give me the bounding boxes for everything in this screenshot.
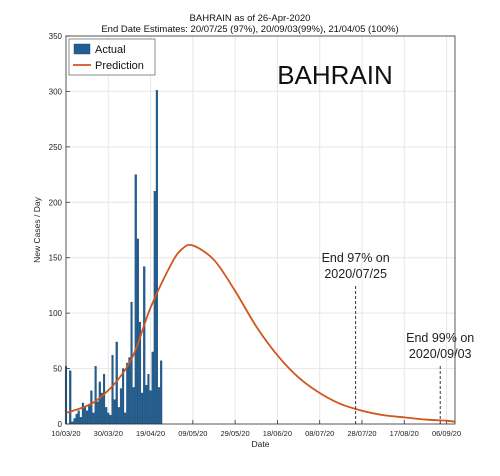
actual-bar [94,366,97,425]
actual-bar [124,412,127,425]
plot-frame [65,35,456,425]
y-tick-label: 0 [58,420,63,429]
actual-bar [88,403,91,425]
x-tick-label: 28/07/20 [347,429,376,438]
actual-bar [90,390,93,425]
actual-bar [109,414,112,425]
x-tick-label: 09/05/20 [178,429,207,438]
x-tick-label: 17/08/20 [390,429,419,438]
x-tick-label: 19/04/20 [136,429,165,438]
x-tick-label: 29/05/20 [221,429,250,438]
actual-bar [79,417,82,425]
actual-bar [134,174,137,425]
x-axis-label: Date [252,439,270,449]
actual-bar [143,266,146,425]
y-tick-label: 250 [49,143,63,152]
actual-bar [119,388,123,425]
legend-label-prediction: Prediction [95,60,144,72]
chart-subtitle: End Date Estimates: 20/07/25 (97%), 20/0… [101,24,399,35]
actual-bar [86,410,89,425]
actual-bar [149,390,152,425]
actual-bar [96,401,99,425]
legend-label-actual: Actual [95,44,126,56]
actual-bar [122,368,125,425]
actual-bar [145,385,148,425]
y-tick-label: 200 [49,198,63,207]
actual-bar [132,387,135,425]
actual-bar [105,407,108,425]
actual-bar [75,413,78,425]
actual-bar [83,407,87,425]
actual-bar [111,355,114,425]
legend-swatch-actual [73,43,91,55]
x-tick-label: 08/07/20 [305,429,334,438]
actual-bar [130,301,133,425]
actual-bar [92,412,95,425]
actual-bar [81,402,84,425]
plot-area [66,36,455,424]
chart-title: BAHRAIN as of 26-Apr-2020 [189,13,311,24]
actual-bar [77,410,80,425]
actual-bar [136,238,139,425]
y-tick-label: 300 [49,87,63,96]
x-tick-label: 06/09/20 [432,429,461,438]
annotation-line1: End 97% on [322,251,390,265]
actual-bar [153,191,156,425]
actual-bar [103,373,106,425]
actual-bar [147,373,150,425]
actual-bar [157,387,161,425]
annotation-line2: 2020/07/25 [324,267,387,281]
y-tick-label: 150 [49,254,63,263]
actual-bar [160,360,163,425]
y-tick-label: 50 [53,365,62,374]
actual-bar [117,407,120,425]
actual-bar [113,399,116,425]
country-label: BAHRAIN [277,60,393,90]
x-tick-label: 10/03/20 [51,429,80,438]
actual-bar [126,362,129,425]
actual-bar [107,412,110,425]
actual-bar [151,351,154,425]
actual-bar [98,381,101,425]
actual-bar [69,370,72,425]
annotation-line1: End 99% on [406,331,474,345]
actual-bar [155,90,158,425]
x-tick-label: 30/03/20 [94,429,123,438]
y-tick-label: 350 [49,32,63,41]
y-tick-label: 100 [49,309,63,318]
prediction-line [65,243,456,423]
y-axis-label: New Cases / Day [32,196,42,262]
actual-bar [141,392,144,425]
annotation-line2: 2020/09/03 [409,347,472,361]
actual-bar [128,357,131,425]
x-tick-label: 18/06/20 [263,429,292,438]
actual-bar [73,418,76,425]
